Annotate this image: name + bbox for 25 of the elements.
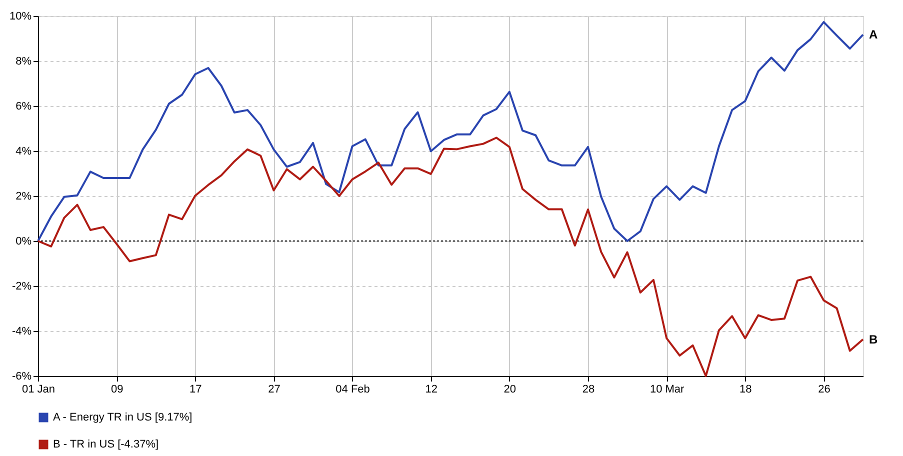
x-tick-label: 10 Mar [650,384,685,396]
y-tick-label: -4% [12,326,32,338]
y-tick-label: 2% [16,190,32,202]
x-tick-label: 17 [190,384,202,396]
y-tick-label: 8% [16,56,32,68]
text: A [869,28,878,42]
x-tick-label: 12 [425,384,438,396]
y-tick-label: 10% [9,10,32,22]
line-series [37,21,864,242]
x-tick-label: 09 [110,384,124,396]
y-tick-label: -2% [12,280,32,292]
x-tick-label: 28 [582,384,595,396]
legend-label: B - TR in US [-4.37%] [53,438,159,450]
x-tick-label: 27 [268,384,280,396]
y-tick-label: 6% [16,100,32,112]
x-tick-label: 20 [504,384,516,396]
y-tick-label: 0% [16,236,32,248]
x-tick-label: 01 Jan [22,384,56,396]
y-tick-label: -6% [12,370,32,382]
x-tick-label: 26 [818,384,830,396]
x-tick-label: 18 [740,384,752,396]
y-tick-label: 4% [16,146,32,158]
text: B [869,332,878,346]
legend-label: A - Energy TR in US [9.17%] [53,412,192,424]
x-tick-label: 04 Feb [336,384,370,396]
